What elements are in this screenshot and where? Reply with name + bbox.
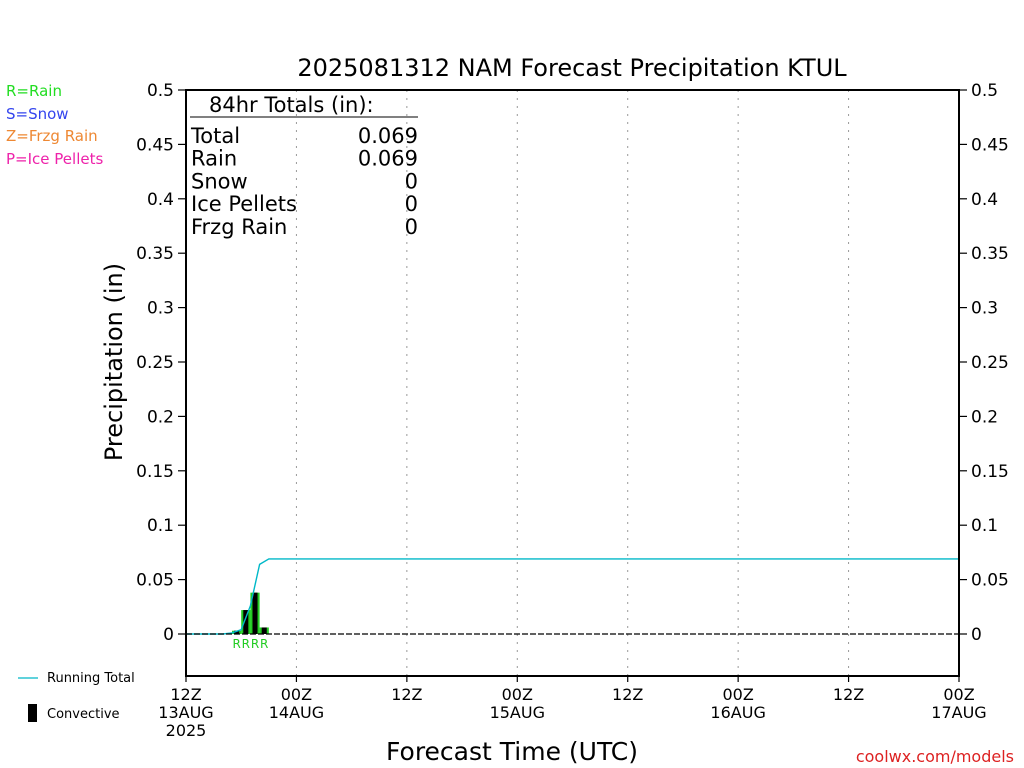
x-tick-label: 15AUG — [490, 703, 545, 722]
x-tick-label: 00Z — [722, 685, 753, 704]
x-tick-label: 13AUG — [158, 703, 213, 722]
y-tick-label-right: 0.4 — [971, 190, 998, 210]
x-axis-label: Forecast Time (UTC) — [386, 737, 638, 766]
running-total-polyline — [186, 558, 959, 635]
precip-type-legend: R=Rain S=Snow Z=Frzg Rain P=Ice Pellets — [6, 82, 103, 168]
y-tick-label-right: 0.1 — [971, 516, 998, 536]
totals-box: 84hr Totals (in): Total 0.069 Rain 0.069 Sno… — [190, 93, 418, 239]
x-tick-label: 12Z — [833, 685, 864, 704]
totals-row-value: 0 — [405, 169, 418, 193]
totals-row-value: 0 — [405, 215, 418, 239]
bars — [232, 592, 269, 634]
y-tick-label-left: 0.15 — [136, 462, 174, 482]
axes — [185, 89, 960, 677]
y-tick-label-left: 0.35 — [136, 244, 174, 264]
precip-type-label: R — [242, 637, 250, 651]
totals-row-label: Ice Pellets — [191, 192, 297, 216]
totals-row-label: Frzg Rain — [191, 215, 287, 239]
watermark: coolwx.com/models — [856, 747, 1014, 766]
grid-lines — [295, 90, 850, 676]
y-tick-label-right: 0.25 — [971, 353, 1009, 373]
y-tick-label-left: 0.5 — [147, 81, 174, 101]
convective-bar — [243, 610, 249, 634]
y-tick-label-right: 0.3 — [971, 299, 998, 319]
x-tick-label: 17AUG — [931, 703, 986, 722]
totals-row-value: 0 — [405, 192, 418, 216]
y-axis-label: Precipitation (in) — [100, 263, 128, 461]
y-tick-label-left: 0 — [163, 625, 174, 645]
y-tick-label-left: 0.05 — [136, 571, 174, 591]
y-tick-label-right: 0.45 — [971, 135, 1009, 155]
y-tick-label-right: 0.5 — [971, 81, 998, 101]
totals-row-label: Snow — [191, 169, 248, 193]
convective-bar — [234, 630, 240, 634]
y-tick-label-left: 0.4 — [147, 190, 174, 210]
totals-row-value: 0.069 — [358, 124, 418, 148]
x-tick-label: 16AUG — [710, 703, 765, 722]
totals-row-value: 0.069 — [358, 147, 418, 171]
x-tick-label: 2025 — [166, 721, 207, 740]
convective-bar — [252, 592, 258, 634]
y-tick-label-left: 0.25 — [136, 353, 174, 373]
chart-title: 2025081312 NAM Forecast Precipitation KT… — [297, 54, 847, 82]
legend-snow: S=Snow — [6, 105, 69, 123]
y-tick-label-left: 0.2 — [147, 407, 174, 427]
plot-frame — [185, 89, 960, 677]
y-ticks: 0 00.05 0.050.1 0.10.15 0.150.2 0.20.25 0.250.… — [136, 81, 1009, 645]
x-tick-label: 00Z — [502, 685, 533, 704]
x-tick-label: 14AUG — [269, 703, 324, 722]
y-tick-label-right: 0.05 — [971, 571, 1009, 591]
legend-ice-pellets: P=Ice Pellets — [6, 150, 103, 168]
legend-frzg-rain: Z=Frzg Rain — [6, 127, 98, 145]
x-tick-label: 12Z — [170, 685, 201, 704]
y-tick-label-right: 0 — [971, 625, 982, 645]
y-tick-label-right: 0.35 — [971, 244, 1009, 264]
series-legend: Running Total Convective — [18, 671, 135, 722]
precip-type-label: R — [260, 637, 268, 651]
legend-convective: Convective — [47, 707, 120, 722]
y-tick-label-left: 0.45 — [136, 135, 174, 155]
running-total-line — [186, 558, 959, 635]
x-tick-label: 12Z — [391, 685, 422, 704]
x-tick-label: 00Z — [281, 685, 312, 704]
y-tick-label-right: 0.15 — [971, 462, 1009, 482]
totals-row-label: Rain — [191, 147, 237, 171]
y-tick-label-left: 0.3 — [147, 299, 174, 319]
precip-type-label: R — [232, 637, 240, 651]
legend-running-total: Running Total — [47, 671, 135, 686]
totals-heading: 84hr Totals (in): — [209, 93, 374, 117]
convective-swatch — [28, 704, 37, 722]
y-tick-label-right: 0.2 — [971, 407, 998, 427]
precip-type-label: R — [251, 637, 259, 651]
x-tick-label: 12Z — [612, 685, 643, 704]
x-tick-label: 00Z — [943, 685, 974, 704]
convective-bar — [261, 627, 267, 634]
y-tick-label-left: 0.1 — [147, 516, 174, 536]
legend-rain: R=Rain — [6, 82, 62, 100]
totals-row-label: Total — [190, 124, 240, 148]
